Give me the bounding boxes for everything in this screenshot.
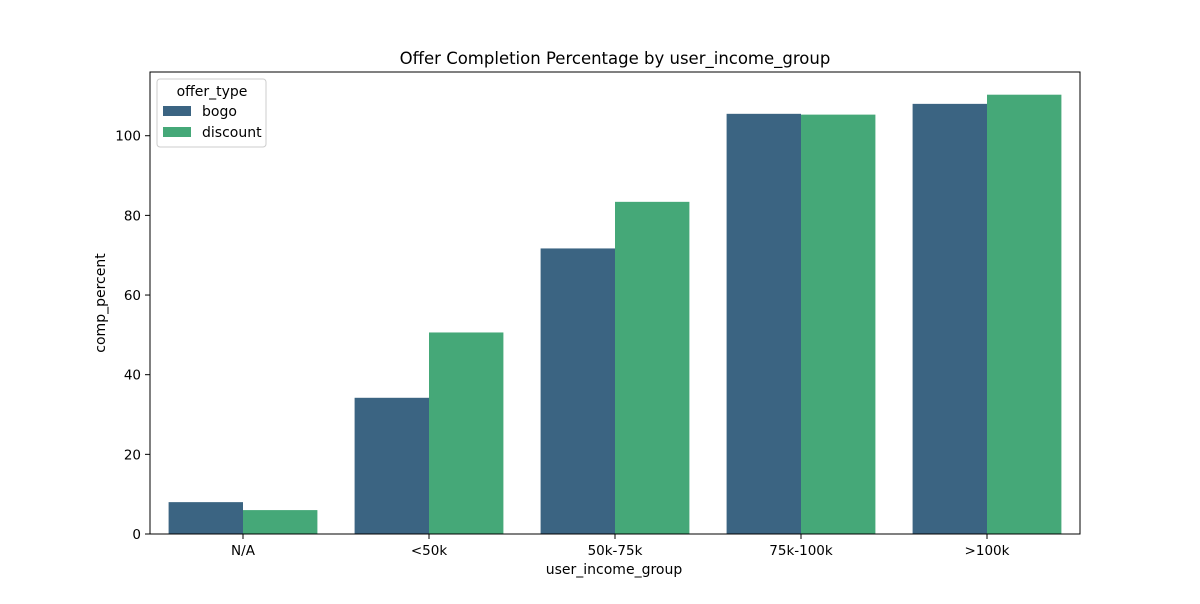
bar-bogo-1 xyxy=(354,397,429,534)
x-tick-label: >100k xyxy=(965,543,1010,559)
x-axis-label: user_income_group xyxy=(546,562,683,578)
y-tick-label: 0 xyxy=(132,527,141,543)
y-tick-label: 20 xyxy=(124,447,141,463)
x-tick-label: 75k-100k xyxy=(769,543,833,559)
legend-title: offer_type xyxy=(177,84,248,100)
y-tick-label: 60 xyxy=(124,288,141,304)
bar-bogo-0 xyxy=(168,502,243,534)
legend-swatch-discount xyxy=(163,127,191,137)
legend-swatch-bogo xyxy=(163,106,191,116)
bar-discount-0 xyxy=(243,510,318,534)
bars-layer xyxy=(168,94,1062,535)
bar-discount-2 xyxy=(615,201,690,534)
bar-discount-4 xyxy=(987,94,1062,534)
y-tick-label: 100 xyxy=(115,129,141,145)
y-tick-label: 40 xyxy=(124,368,141,384)
bar-bogo-3 xyxy=(726,113,801,534)
x-tick-label: <50k xyxy=(411,543,447,559)
bar-discount-3 xyxy=(801,114,876,535)
legend-items: bogo discount xyxy=(163,104,262,141)
y-axis-label: comp_percent xyxy=(93,253,109,353)
chart-title: Offer Completion Percentage by user_inco… xyxy=(400,49,831,69)
bar-bogo-2 xyxy=(540,248,615,534)
y-axis-ticks: 0 20 40 60 80 100 xyxy=(115,129,150,543)
bar-bogo-4 xyxy=(912,103,987,535)
x-axis-ticks: N/A <50k 50k-75k 75k-100k >100k xyxy=(231,534,1010,559)
legend-label-bogo: bogo xyxy=(202,104,237,120)
legend-label-discount: discount xyxy=(202,125,262,141)
legend: offer_type bogo discount xyxy=(156,78,267,148)
x-tick-label: N/A xyxy=(231,543,256,559)
bar-discount-1 xyxy=(429,332,504,534)
y-tick-label: 80 xyxy=(124,208,141,224)
x-tick-label: 50k-75k xyxy=(588,543,643,559)
